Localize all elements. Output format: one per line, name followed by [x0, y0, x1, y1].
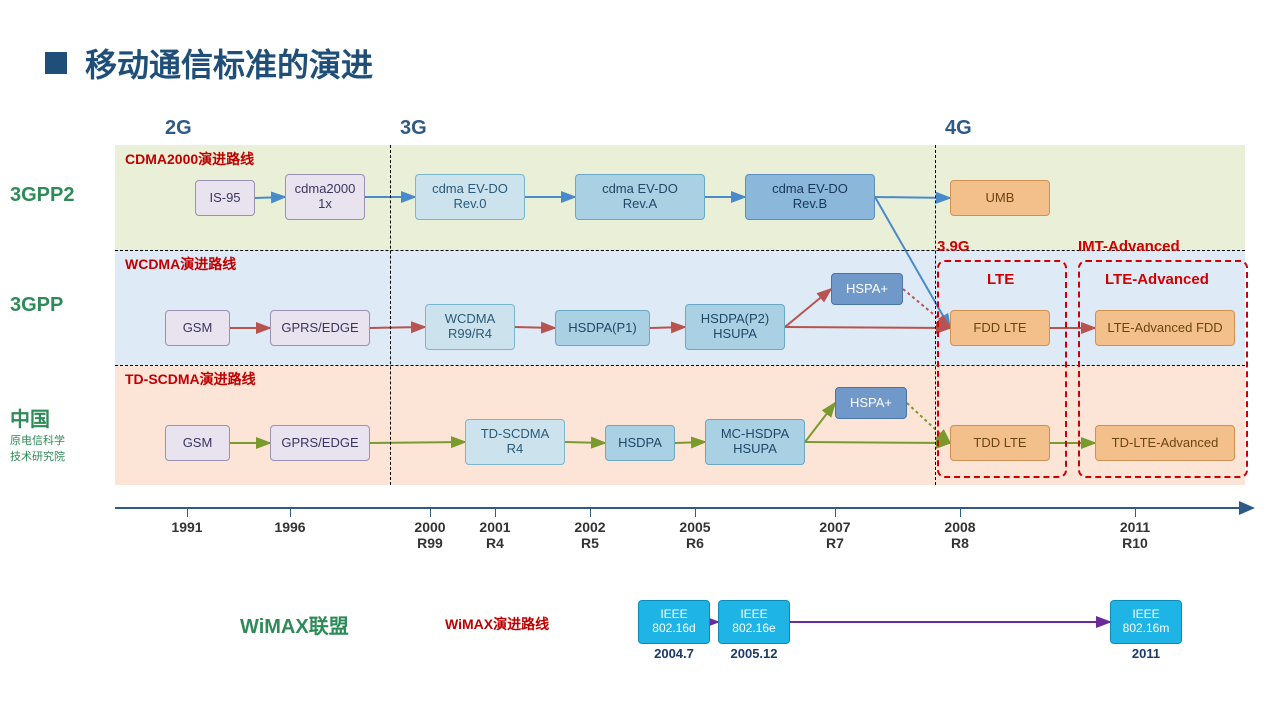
timeline-tick: 2002R5	[555, 507, 625, 551]
node-gprs2: GPRS/EDGE	[270, 425, 370, 461]
gen-label: 3G	[400, 117, 427, 140]
timeline-tick: 2000R99	[395, 507, 465, 551]
timeline-tick: 2011R10	[1100, 507, 1170, 551]
node-c1x: cdma2000 1x	[285, 174, 365, 220]
gen-label: 4G	[945, 117, 972, 140]
highlight-box	[1078, 260, 1248, 478]
node-hsdpa2: HSDPA(P2) HSUPA	[685, 304, 785, 350]
lane-label-cdma2000: 3GPP2	[10, 184, 110, 207]
timeline-tick: 2001R4	[460, 507, 530, 551]
timeline-tick: 2005R6	[660, 507, 730, 551]
highlight-top-label: IMT-Advanced	[1078, 238, 1180, 255]
highlight-inner-label: LTE-Advanced	[1105, 271, 1209, 288]
node-evdoa: cdma EV-DO Rev.A	[575, 174, 705, 220]
evolution-stage: TD-SCDMA演进路线WCDMA演进路线CDMA2000演进路线 3GPP23…	[115, 125, 1245, 505]
node-evdob: cdma EV-DO Rev.B	[745, 174, 875, 220]
node-hspa2: HSPA+	[835, 387, 907, 419]
page-title: 移动通信标准的演进	[85, 40, 373, 86]
node-gprs1: GPRS/EDGE	[270, 310, 370, 346]
node-evdo0: cdma EV-DO Rev.0	[415, 174, 525, 220]
track-wcdma: WCDMA演进路线	[115, 250, 1245, 365]
gen-label: 2G	[165, 117, 192, 140]
lane-label-tdscdma: 中国原电信科学 技术研究院	[10, 403, 110, 464]
timeline-tick: 2008R8	[925, 507, 995, 551]
node-hsdpa3: HSDPA	[605, 425, 675, 461]
wimax-node-year: 2005.12	[718, 646, 790, 661]
track-title: CDMA2000演进路线	[125, 149, 254, 169]
node-is95: IS-95	[195, 180, 255, 216]
track-title: WCDMA演进路线	[125, 254, 236, 274]
node-hsdpa1: HSDPA(P1)	[555, 310, 650, 346]
wimax-node-year: 2011	[1110, 646, 1182, 661]
wimax-node: IEEE 802.16m	[1110, 600, 1182, 644]
node-wcdma: WCDMA R99/R4	[425, 304, 515, 350]
wimax-track-title: WiMAX演进路线	[445, 614, 549, 634]
node-gsm2: GSM	[165, 425, 230, 461]
wimax-alliance-label: WiMAX联盟	[240, 610, 349, 639]
wimax-node-year: 2004.7	[638, 646, 710, 661]
wimax-node: IEEE 802.16e	[718, 600, 790, 644]
track-title: TD-SCDMA演进路线	[125, 369, 256, 389]
node-hspa1: HSPA+	[831, 273, 903, 305]
highlight-inner-label: LTE	[987, 271, 1014, 288]
lane-label-wcdma: 3GPP	[10, 294, 110, 317]
node-tdsr4: TD-SCDMA R4	[465, 419, 565, 465]
timeline-tick: 2007R7	[800, 507, 870, 551]
node-gsm1: GSM	[165, 310, 230, 346]
node-mchs: MC-HSDPA HSUPA	[705, 419, 805, 465]
highlight-box	[937, 260, 1067, 478]
timeline-tick: 1991	[152, 507, 222, 535]
node-umb: UMB	[950, 180, 1050, 216]
wimax-node: IEEE 802.16d	[638, 600, 710, 644]
timeline-tick: 1996	[255, 507, 325, 535]
highlight-top-label: 3.9G	[937, 238, 970, 255]
title-bullet	[45, 52, 67, 74]
